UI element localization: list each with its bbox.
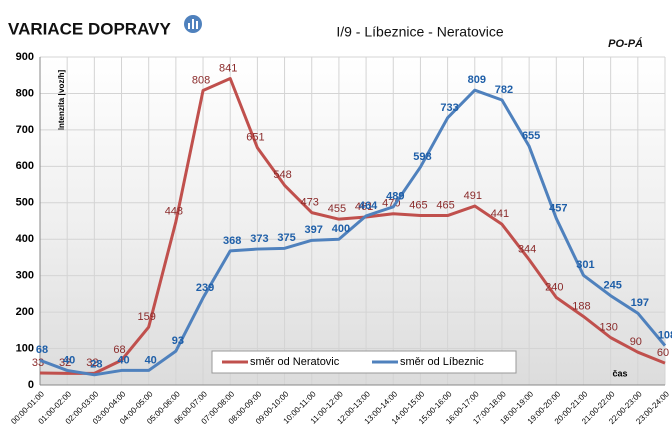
data-label: 368 xyxy=(223,235,241,247)
data-label: 489 xyxy=(386,191,404,203)
data-label: 465 xyxy=(436,199,454,211)
legend: směr od Neratovic směr od Líbeznic xyxy=(211,350,517,374)
y-tick-label: 500 xyxy=(16,197,34,209)
y-tick-label: 400 xyxy=(16,233,34,245)
data-label: 90 xyxy=(630,336,642,348)
data-label: 782 xyxy=(495,84,513,96)
data-label: 197 xyxy=(631,297,649,309)
chart-title: VARIACE DOPRAVY xyxy=(8,19,171,38)
data-label: 40 xyxy=(63,354,75,366)
data-label: 809 xyxy=(468,74,486,86)
data-label: 473 xyxy=(301,197,319,209)
data-label: 188 xyxy=(572,300,590,312)
data-label: 733 xyxy=(440,102,458,114)
data-label: 841 xyxy=(219,62,237,74)
y-tick-label: 700 xyxy=(16,124,34,136)
chart-icon xyxy=(184,15,202,33)
data-label: 68 xyxy=(113,344,125,356)
series-line xyxy=(39,88,667,377)
data-label: 159 xyxy=(138,311,156,323)
data-label: 455 xyxy=(328,203,346,215)
data-label: 548 xyxy=(273,169,291,181)
legend-label: směr od Líbeznic xyxy=(400,356,484,368)
y-axis-label: Intenzita [voz/h] xyxy=(57,69,66,130)
data-label: 397 xyxy=(305,224,323,236)
data-label: 68 xyxy=(36,344,48,356)
data-label: 491 xyxy=(464,190,482,202)
data-label: 130 xyxy=(599,322,617,334)
data-label: 464 xyxy=(359,200,378,212)
data-label: 808 xyxy=(192,74,210,86)
data-label: 441 xyxy=(491,208,509,220)
data-label: 457 xyxy=(549,202,567,214)
data-label: 33 xyxy=(32,357,44,369)
data-label: 240 xyxy=(545,281,563,293)
y-tick-label: 0 xyxy=(28,379,34,391)
data-label: 344 xyxy=(518,244,536,256)
data-label: 465 xyxy=(409,199,427,211)
series-line xyxy=(39,77,666,375)
data-label: 93 xyxy=(172,335,184,347)
data-label: 375 xyxy=(277,232,295,244)
data-label: 651 xyxy=(246,132,264,144)
chart-subtitle: I/9 - Líbeznice - Neratovice xyxy=(336,24,504,40)
legend-label: směr od Neratovic xyxy=(250,356,340,368)
data-label: 245 xyxy=(603,280,621,292)
data-label: 400 xyxy=(332,223,350,235)
annotation: PO-PÁ xyxy=(608,37,643,50)
data-label: 28 xyxy=(90,359,102,371)
y-tick-label: 200 xyxy=(16,306,34,318)
data-label: 32 xyxy=(86,357,98,369)
data-label: 239 xyxy=(196,282,214,294)
data-label: 598 xyxy=(413,151,431,163)
data-label: 108 xyxy=(658,330,672,342)
data-label: 60 xyxy=(657,347,669,359)
data-label: 448 xyxy=(165,206,183,218)
y-tick-label: 900 xyxy=(16,51,34,63)
data-label: 461 xyxy=(355,201,373,213)
data-label: 655 xyxy=(522,130,540,142)
data-label: 373 xyxy=(250,233,268,245)
data-label: 301 xyxy=(576,259,594,271)
x-axis-label: čas xyxy=(612,368,627,378)
plot-area xyxy=(40,57,665,385)
legend-box xyxy=(211,350,517,374)
data-label: 40 xyxy=(117,354,129,366)
data-label: 40 xyxy=(145,354,157,366)
y-tick-label: 600 xyxy=(16,160,34,172)
y-tick-label: 800 xyxy=(16,87,34,99)
y-tick-label: 300 xyxy=(16,270,34,282)
data-label: 32 xyxy=(59,357,71,369)
y-tick-label: 100 xyxy=(16,342,34,354)
